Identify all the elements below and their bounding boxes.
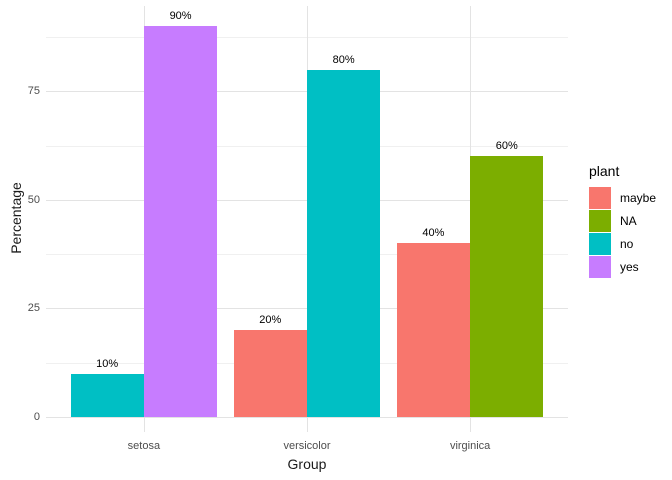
bar-value-label: 90% [169, 10, 192, 22]
bar-value-label: 40% [422, 227, 445, 240]
y-tick-label: 50 [27, 193, 40, 206]
x-tick-label-virginica: virginica [449, 440, 491, 452]
legend-key-NA [589, 209, 611, 232]
bar-value-label: 60% [495, 140, 518, 153]
bar-virginica-NA [470, 156, 544, 417]
legend-key-maybe [589, 186, 611, 209]
bar-versicolor-maybe [233, 330, 307, 417]
legend: plant maybe NA no yes [589, 163, 656, 278]
legend-items: maybe NA no yes [589, 186, 656, 278]
legend-item-maybe: maybe [589, 186, 656, 209]
legend-item-NA: NA [589, 209, 656, 232]
bar-value-label: 20% [259, 314, 282, 327]
bar-setosa-no [70, 373, 144, 417]
legend-item-label: no [620, 236, 634, 251]
y-tick-label: 0 [33, 411, 40, 423]
bar-value-label: 10% [96, 357, 119, 370]
y-tick-label: 25 [27, 302, 40, 315]
bar-virginica-maybe [396, 243, 471, 417]
legend-item-label: maybe [620, 190, 657, 205]
legend-item-yes: yes [589, 255, 656, 278]
plot-panel: 10% 90% 20% 80% 40% 60% [46, 6, 568, 432]
legend-item-label: NA [620, 213, 637, 228]
legend-title: plant [589, 163, 620, 179]
legend-key-no [589, 232, 611, 255]
x-tick-label-versicolor: versicolor [283, 440, 331, 452]
legend-item-label: yes [620, 259, 639, 274]
legend-key-yes [589, 255, 611, 278]
x-tick-label-setosa: setosa [127, 440, 161, 452]
y-tick-label: 75 [27, 85, 40, 98]
legend-item-no: no [589, 232, 656, 255]
bar-value-label: 80% [332, 53, 355, 66]
bar-setosa-yes [143, 26, 218, 417]
bar-versicolor-no [307, 69, 381, 417]
x-axis-title: Group [287, 456, 327, 472]
